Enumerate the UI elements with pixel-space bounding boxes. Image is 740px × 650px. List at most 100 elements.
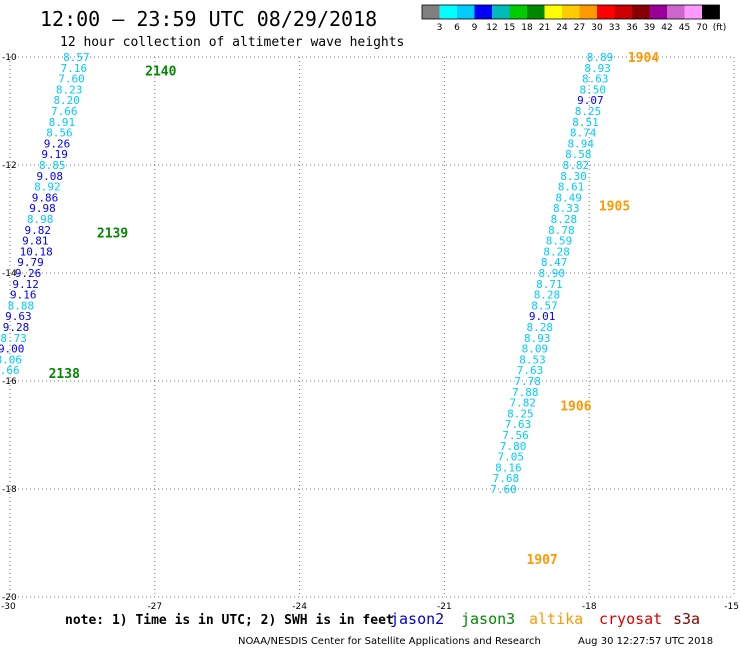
swh-value-label: 8.57 xyxy=(63,51,90,64)
colorbar-label: 3 xyxy=(437,23,443,33)
y-tick-label: -14 xyxy=(2,269,17,279)
colorbar-swatch xyxy=(702,5,720,19)
colorbar-label: 9 xyxy=(472,23,478,33)
swh-value-label: 9.98 xyxy=(29,202,56,215)
swh-value-label: 8.93 xyxy=(584,62,611,75)
swh-value-label: 7.56 xyxy=(502,429,529,442)
colorbar-swatch xyxy=(597,5,615,19)
colorbar-label: 24 xyxy=(556,23,568,33)
pass-number-label: 1904 xyxy=(628,51,659,66)
swh-value-label: 8.85 xyxy=(39,159,66,172)
colorbar-swatch xyxy=(649,5,667,19)
colorbar-label: 70 xyxy=(696,23,708,33)
swh-value-label: 8.28 xyxy=(543,245,570,258)
swh-value-label: 7.78 xyxy=(514,375,541,388)
x-tick-label: -18 xyxy=(582,602,597,612)
colorbar-swatch xyxy=(509,5,527,19)
pass-number-label: 2138 xyxy=(49,367,80,382)
colorbar-label: 33 xyxy=(609,23,620,33)
colorbar-label: 30 xyxy=(591,23,603,33)
swh-value-label: 8.56 xyxy=(46,127,72,140)
x-tick-label: -15 xyxy=(724,602,739,612)
y-tick-label: -20 xyxy=(2,593,17,603)
swh-value-label: 8.89 xyxy=(587,51,614,64)
swh-value-label: 8.78 xyxy=(548,224,575,237)
swh-value-label: 7.66 xyxy=(51,105,78,118)
colorbar-swatch xyxy=(544,5,562,19)
swh-value-label: 9.63 xyxy=(5,310,32,323)
y-tick-label: -18 xyxy=(2,485,17,495)
swh-value-label: 8.82 xyxy=(563,159,590,172)
satellite-legend-jason3: jason3 xyxy=(461,610,515,628)
y-tick-label: -12 xyxy=(2,161,17,171)
credit-timestamp: Aug 30 12:27:57 UTC 2018 xyxy=(578,636,713,647)
colorbar-legend: 3 6 9 12 15 18 21 24 27 30 33 36 39 42 45 70 (ft) xyxy=(421,4,727,33)
swh-value-label: 7.16 xyxy=(61,62,88,75)
swh-value-label: 8.90 xyxy=(539,267,566,280)
swh-value-label: 8.30 xyxy=(560,170,587,183)
swh-value-label: 8.28 xyxy=(534,289,561,302)
swh-value-label: 8.49 xyxy=(555,191,582,204)
colorbar-label: 21 xyxy=(539,23,550,33)
swh-value-label: 9.00 xyxy=(0,343,24,356)
colorbar-swatch xyxy=(562,5,580,19)
swh-value-label: 7.80 xyxy=(500,440,527,453)
colorbar-label: (ft) xyxy=(713,23,727,33)
swh-value-label: 9.81 xyxy=(22,235,49,248)
satellite-legend-s3a: s3a xyxy=(673,610,700,628)
pass-number-label: 1905 xyxy=(599,200,630,215)
colorbar-label: 27 xyxy=(574,23,585,33)
swh-value-label: 9.28 xyxy=(3,321,30,334)
swh-value-label: 8.16 xyxy=(495,461,521,474)
swh-value-label: 8.63 xyxy=(582,73,609,86)
swh-value-label: 7.88 xyxy=(512,386,539,399)
swh-value-label: 7.68 xyxy=(493,472,519,485)
swh-value-label: 10.18 xyxy=(20,245,53,258)
colorbar-label: 15 xyxy=(504,23,515,33)
swh-value-label: 9.79 xyxy=(17,256,43,269)
swh-value-label: 8.58 xyxy=(565,148,592,161)
swh-value-label: 7.63 xyxy=(505,418,532,431)
colorbar-label: 12 xyxy=(486,23,497,33)
satellite-legend-altika: altika xyxy=(529,610,583,628)
colorbar-swatch xyxy=(684,5,702,19)
swh-value-label: 8.51 xyxy=(572,116,599,129)
y-tick-label: -10 xyxy=(2,53,17,63)
colorbar-swatch xyxy=(632,5,650,19)
swh-value-label: 9.12 xyxy=(12,278,39,291)
y-tick-label: -16 xyxy=(2,377,17,387)
colorbar-label: 39 xyxy=(644,23,656,33)
pass-number-label: 1906 xyxy=(560,399,591,414)
swh-value-label: 8.88 xyxy=(8,299,35,312)
swh-value-label: 8.93 xyxy=(524,332,551,345)
colorbar-label: 45 xyxy=(679,23,690,33)
swh-value-label: 9.08 xyxy=(37,170,64,183)
colorbar-swatch xyxy=(667,5,685,19)
swh-value-label: 8.50 xyxy=(580,83,607,96)
swh-value-label: 8.94 xyxy=(567,137,594,150)
swh-value-label: 7.60 xyxy=(490,483,516,496)
swh-value-label: 9.01 xyxy=(529,310,556,323)
swh-value-label: 8.92 xyxy=(34,181,61,194)
satellite-legend-cryosat: cryosat xyxy=(599,610,662,628)
swh-value-label: 8.06 xyxy=(0,353,22,366)
swh-value-label: 8.23 xyxy=(56,83,83,96)
colorbar-swatch xyxy=(579,5,597,19)
swh-value-label: 8.25 xyxy=(507,407,534,420)
swh-value-label: 8.73 xyxy=(0,332,27,345)
swh-value-label: 7.60 xyxy=(58,73,84,86)
swh-value-label: 7.63 xyxy=(517,364,544,377)
colorbar-label: 42 xyxy=(661,23,672,33)
plot-area: -10 -12 -14 -16 -18 -20-30 -27 -24 -21 -18 -15 8.57… xyxy=(0,51,739,612)
swh-value-label: 8.61 xyxy=(558,181,585,194)
swh-value-label: 8.66 xyxy=(0,364,20,377)
satellite-legend-jason2: jason2 xyxy=(390,610,444,628)
swh-value-label: 8.91 xyxy=(49,116,76,129)
colorbar-label: 36 xyxy=(626,23,638,33)
pass-number-label: 2140 xyxy=(145,65,176,80)
swh-value-label: 8.25 xyxy=(575,105,602,118)
colorbar-label: 18 xyxy=(521,23,533,33)
colorbar-swatch xyxy=(527,5,545,19)
chart-title: 12:00 – 23:59 UTC 08/29/2018 xyxy=(40,7,377,31)
